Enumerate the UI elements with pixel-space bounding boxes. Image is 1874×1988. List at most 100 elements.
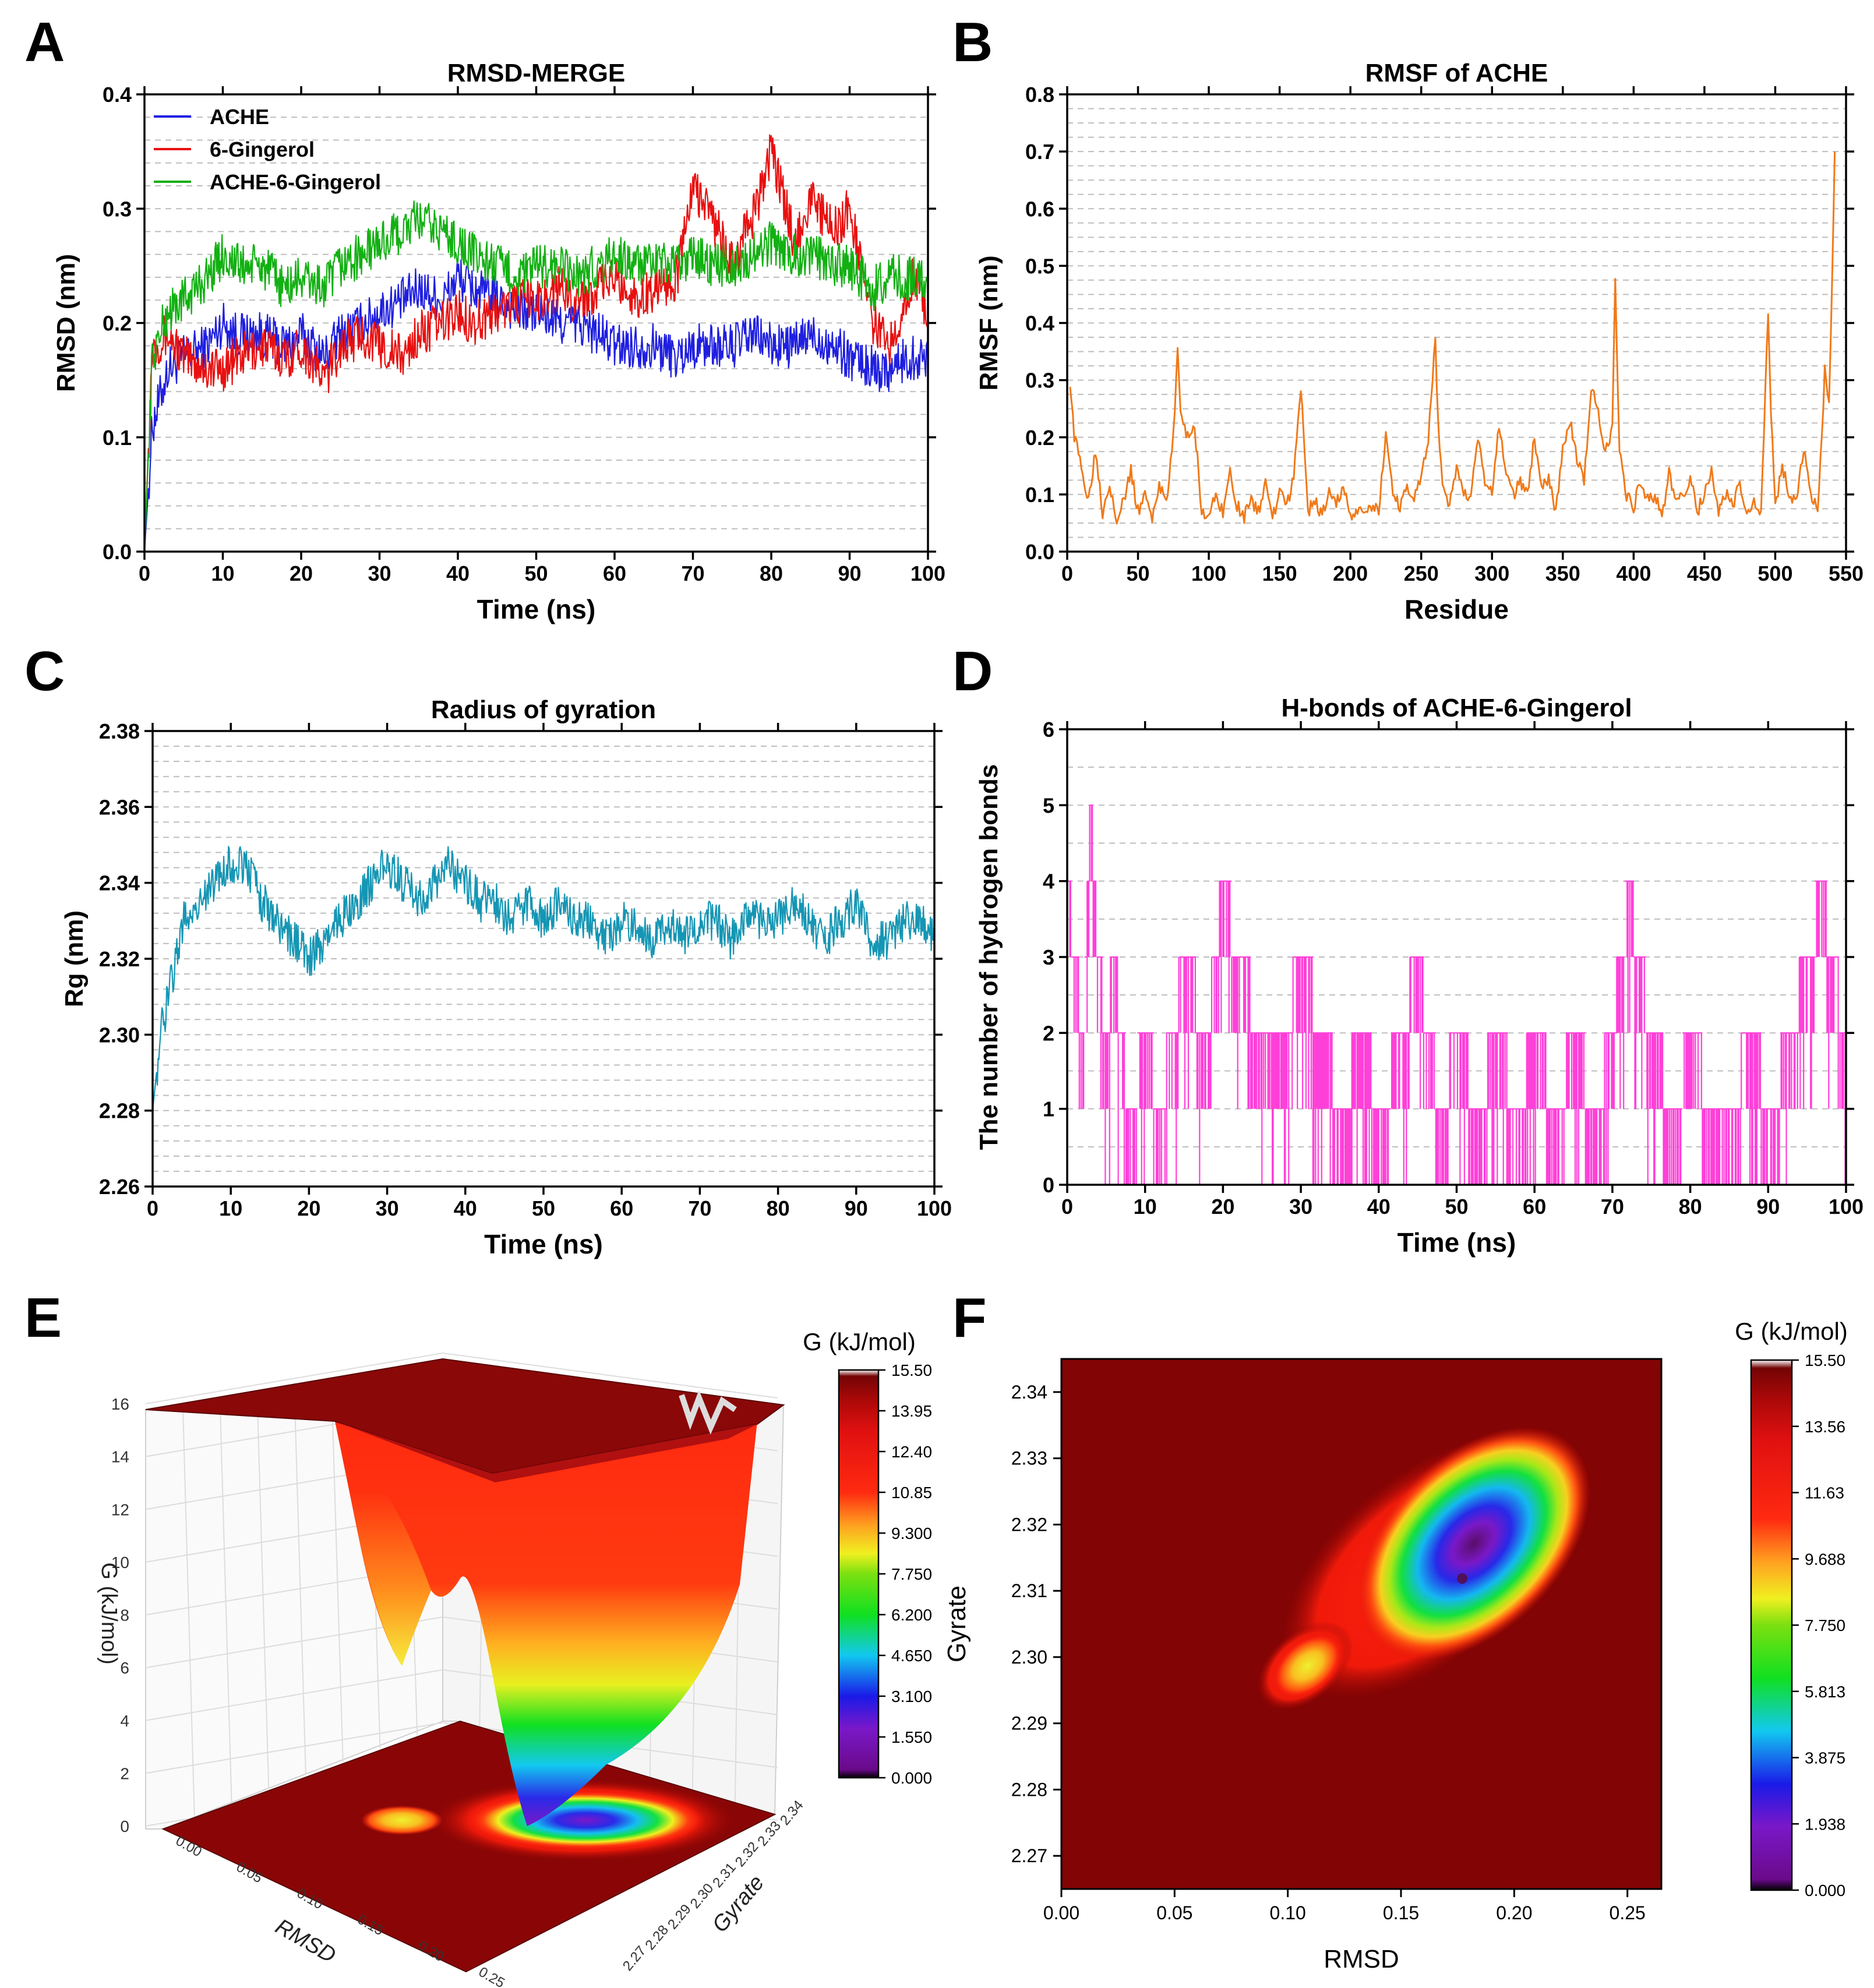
y-tick-label: 0.6 [1025, 197, 1054, 221]
e-x-axis-label: RMSD [271, 1914, 340, 1968]
colorbar-tick-label: 3.100 [891, 1687, 932, 1705]
x-tick-label: 300 [1474, 562, 1509, 585]
e-z-gridline [145, 1669, 443, 1721]
x-axis-label: Time (ns) [477, 594, 596, 624]
x-tick-label: 100 [1191, 562, 1226, 585]
e-wall-gridline [219, 1397, 232, 1802]
y-tick-label: 0.4 [103, 83, 132, 107]
colorbar-tick-label: 0.000 [1805, 1881, 1845, 1899]
legend-label: ACHE [210, 105, 269, 129]
panel-letter: C [24, 640, 65, 702]
f-x-tick-label: 0.25 [1610, 1902, 1646, 1923]
x-tick-label: 450 [1687, 562, 1722, 585]
e-z-gridline [145, 1722, 443, 1774]
x-tick-label: 10 [219, 1196, 242, 1220]
f-main-basin [1357, 1426, 1591, 1661]
y-tick-label: 0.7 [1025, 140, 1054, 164]
y-axis-label: Rg (nm) [60, 910, 89, 1007]
f-y-tick-label: 2.27 [1011, 1845, 1047, 1866]
panel-b: 0.0 0.1 0.2 0.3 0.4 0.5 0.6 0.7 0.8 0 50 100 150 200 2… [952, 11, 1864, 624]
x-tick-label: 50 [1127, 562, 1150, 585]
panel-letter: A [24, 11, 65, 73]
f-y-axis-label: Gyrate [943, 1586, 971, 1662]
panel-letter: E [24, 1287, 62, 1349]
panel-f [1061, 1359, 1661, 1889]
y-tick-label: 3 [1043, 945, 1054, 969]
colorbar-tick-label: 6.200 [891, 1606, 932, 1624]
e-funnel-tongue [350, 1491, 431, 1666]
e-y-tick-label: 2.27 [620, 1943, 650, 1974]
x-tick-label: 40 [446, 562, 470, 585]
x-tick-label: 60 [603, 562, 626, 585]
colorbar-tick-label: 0.000 [891, 1769, 932, 1787]
e-z-gridline [442, 1353, 778, 1399]
e-y-tick-label: 2.34 [777, 1798, 807, 1828]
panel-letter: B [952, 11, 993, 73]
y-tick-label: 0.4 [1025, 312, 1054, 336]
series-line-rmsf [1069, 151, 1836, 525]
e-wall-gridline [294, 1384, 306, 1775]
x-tick-label: 200 [1333, 562, 1368, 585]
x-tick-label: 40 [1367, 1195, 1390, 1219]
x-tick-label: 70 [688, 1196, 711, 1220]
e-z-axis-label: G (kJ/mol) [97, 1562, 121, 1664]
e-y-tick-label: 2.28 [642, 1922, 672, 1953]
panel-letter: F [952, 1287, 987, 1349]
x-tick-label: 90 [1756, 1195, 1780, 1219]
y-tick-label: 5 [1043, 793, 1054, 817]
x-tick-label: 500 [1757, 562, 1792, 585]
y-tick-label: 2.28 [99, 1099, 140, 1123]
f-x-tick-label: 0.20 [1496, 1902, 1532, 1923]
colorbar-gradient [1750, 1359, 1793, 1891]
legend-label: 6-Gingerol [210, 137, 315, 161]
series-line-6-gingerol [143, 134, 929, 552]
e-wall-gridline [330, 1378, 344, 1762]
x-tick-label: 50 [1445, 1195, 1468, 1219]
legend-label: ACHE-6-Gingerol [210, 170, 381, 194]
panel-letter: D [952, 640, 993, 702]
e-x-tick-label: 0.25 [476, 1964, 507, 1988]
f-x-tick-label: 0.15 [1383, 1902, 1419, 1923]
e-top-notches [679, 1390, 737, 1435]
x-tick-label: 150 [1262, 562, 1297, 585]
x-tick-label: 60 [610, 1196, 633, 1220]
x-tick-label: 20 [297, 1196, 320, 1220]
series-line-rg [151, 846, 936, 1111]
e-z-tick-label: 14 [111, 1448, 129, 1466]
x-tick-label: 20 [1211, 1195, 1234, 1219]
e-floor-basin [469, 1791, 702, 1849]
e-z-tick-label: 16 [111, 1395, 129, 1413]
colorbar-tick-label: 15.50 [891, 1361, 932, 1379]
colorbar-tick-label: 1.938 [1805, 1815, 1845, 1833]
x-tick-label: 30 [368, 562, 391, 585]
e-z-tick-label: 10 [111, 1553, 129, 1572]
x-tick-label: 80 [767, 1196, 790, 1220]
f-x-tick-label: 0.10 [1270, 1902, 1306, 1923]
y-tick-label: 2.26 [99, 1175, 140, 1199]
x-tick-label: 20 [290, 562, 313, 585]
e-wall-gridline [182, 1403, 195, 1816]
panel-a: 0.0 0.1 0.2 0.3 0.4 0 10 20 30 40 50 60 70 80 90 100 RMS… [24, 11, 945, 624]
chart-title: RMSF of ACHE [1365, 59, 1548, 87]
f-plot-frame [1060, 1358, 1663, 1890]
f-minimum-point [1457, 1573, 1467, 1584]
x-tick-label: 30 [376, 1196, 399, 1220]
colorbar-e: G (kJ/mol) 15.50 13.95 12.40 10.85 9.300 7.750… [803, 1328, 932, 1787]
colorbar-tick-label: 5.813 [1805, 1683, 1845, 1701]
y-tick-label: 1 [1043, 1097, 1054, 1121]
x-tick-label: 0 [139, 562, 150, 585]
e-z-tick-label: 6 [120, 1659, 129, 1677]
x-tick-label: 40 [454, 1196, 477, 1220]
colorbar-tick-label: 1.550 [891, 1728, 932, 1746]
x-tick-label: 350 [1545, 562, 1580, 585]
series-line-ache-6-gingerol [143, 200, 929, 552]
chart-title: RMSD-MERGE [447, 59, 626, 87]
e-wall-gridline [256, 1390, 270, 1789]
x-tick-label: 10 [211, 562, 234, 585]
e-z-tick-label: 0 [120, 1817, 129, 1835]
y-tick-label: 0.0 [1025, 540, 1054, 564]
e-top-plateau-shade [335, 1421, 757, 1482]
y-tick-label: 0.0 [103, 540, 132, 564]
e-funnel-wall [335, 1421, 757, 1826]
x-axis-label: Time (ns) [1397, 1227, 1516, 1258]
